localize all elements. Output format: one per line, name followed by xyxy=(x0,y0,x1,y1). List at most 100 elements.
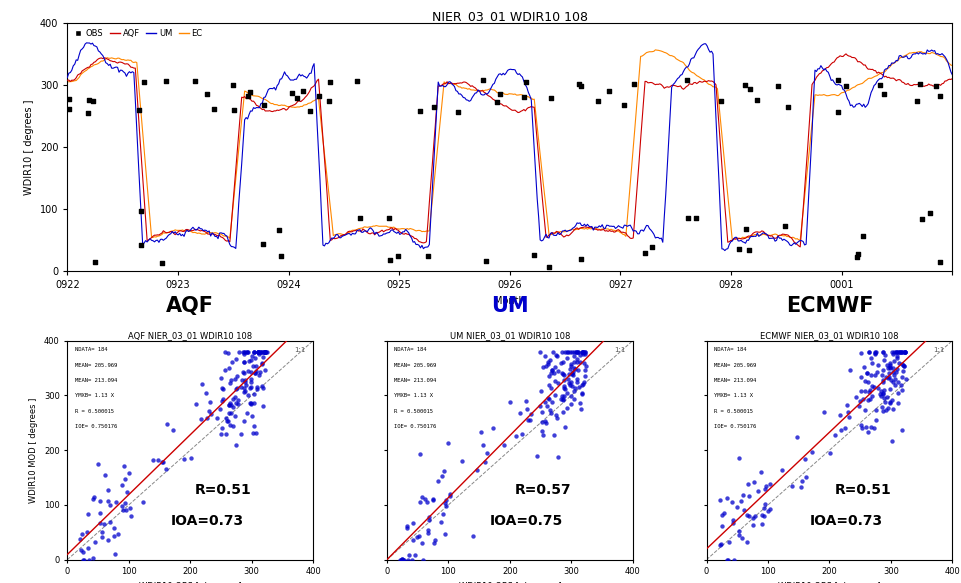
Point xyxy=(245,428,260,437)
Text: NDATA= 184: NDATA= 184 xyxy=(75,347,107,352)
Point xyxy=(436,498,452,508)
Point xyxy=(160,420,175,429)
Point xyxy=(228,399,243,408)
Point xyxy=(578,347,593,356)
Point xyxy=(349,76,364,86)
Point xyxy=(241,356,257,366)
Point xyxy=(797,455,812,464)
Point xyxy=(724,518,739,528)
Point xyxy=(295,87,310,96)
Point xyxy=(87,538,103,547)
Point xyxy=(414,538,430,547)
Point xyxy=(575,347,590,356)
Point xyxy=(75,547,90,556)
Point xyxy=(868,347,883,356)
Point xyxy=(352,213,367,223)
Point xyxy=(382,255,398,264)
Point xyxy=(896,347,911,356)
Point xyxy=(240,91,256,100)
Point xyxy=(541,262,556,272)
Point xyxy=(739,538,754,547)
Point xyxy=(242,87,258,96)
Point xyxy=(750,486,765,496)
Point xyxy=(826,430,842,440)
Point xyxy=(560,370,576,379)
Point xyxy=(862,371,877,380)
Point xyxy=(254,347,269,356)
Point xyxy=(236,384,252,393)
Point xyxy=(433,517,449,526)
Point xyxy=(496,440,511,449)
Point xyxy=(740,245,755,255)
Point xyxy=(165,425,181,434)
Point xyxy=(544,365,559,374)
Point xyxy=(95,532,111,541)
Point xyxy=(214,383,230,392)
Point xyxy=(218,413,234,423)
Point xyxy=(255,359,270,368)
Point xyxy=(540,359,555,368)
Text: R=0.51: R=0.51 xyxy=(195,483,252,497)
Point xyxy=(405,555,420,564)
Text: NDATA= 184: NDATA= 184 xyxy=(713,347,746,352)
Text: IOE= 0.750176: IOE= 0.750176 xyxy=(394,424,436,429)
Point xyxy=(177,454,192,463)
Point xyxy=(150,455,165,465)
Point xyxy=(719,493,734,503)
Point xyxy=(220,348,235,357)
Point xyxy=(876,351,892,360)
Point xyxy=(85,554,100,563)
Point xyxy=(575,347,590,356)
Point xyxy=(881,397,897,406)
Point xyxy=(872,80,887,90)
Point xyxy=(114,480,130,490)
Title: UM NIER_03_01 WDIR10 108: UM NIER_03_01 WDIR10 108 xyxy=(449,331,570,340)
Point xyxy=(62,94,77,104)
Point xyxy=(562,359,578,368)
Point xyxy=(220,416,235,425)
Point xyxy=(450,107,465,117)
Point xyxy=(115,505,131,515)
Point xyxy=(255,359,270,368)
Point xyxy=(288,93,304,103)
Point xyxy=(893,347,908,357)
Point xyxy=(756,504,772,513)
Point xyxy=(437,495,453,504)
Point xyxy=(874,402,889,412)
Point xyxy=(113,502,129,511)
Point xyxy=(739,479,754,489)
X-axis label: WDIR10 OBS [ degrees ]: WDIR10 OBS [ degrees ] xyxy=(777,582,880,583)
Point xyxy=(730,454,746,463)
Text: IOA=0.73: IOA=0.73 xyxy=(809,514,882,528)
Point xyxy=(543,383,558,392)
Point xyxy=(243,367,259,376)
Point xyxy=(235,347,251,356)
Point xyxy=(866,349,881,359)
Point xyxy=(92,508,108,517)
Point xyxy=(562,378,578,387)
Point xyxy=(215,395,231,404)
Point xyxy=(539,402,554,411)
Point xyxy=(488,97,504,107)
Point xyxy=(851,397,867,406)
Point xyxy=(570,347,585,356)
Point xyxy=(442,492,457,501)
Point xyxy=(875,394,891,403)
Point xyxy=(247,368,262,378)
Point xyxy=(425,495,440,504)
Point xyxy=(829,108,845,117)
Point xyxy=(427,538,442,547)
Point xyxy=(484,423,500,432)
Point xyxy=(246,347,261,356)
Point xyxy=(896,347,911,356)
Point xyxy=(81,510,96,519)
Point xyxy=(250,384,265,394)
Point xyxy=(80,108,95,117)
Point xyxy=(193,414,209,423)
Point xyxy=(719,555,734,564)
Point xyxy=(94,528,110,537)
Point xyxy=(868,416,883,425)
Point xyxy=(885,357,900,366)
Point xyxy=(678,76,694,85)
Point xyxy=(399,521,414,531)
